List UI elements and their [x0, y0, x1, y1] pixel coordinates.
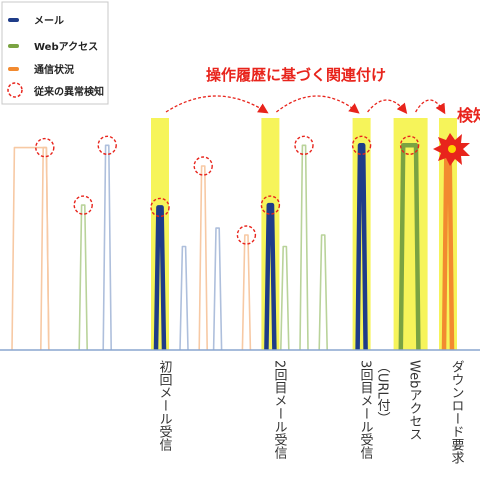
legend-label-web: Webアクセス — [34, 41, 98, 53]
event-label-first-mail: 初回メール受信 — [157, 360, 173, 451]
legend-swatch-anomaly — [7, 82, 23, 98]
spike-mail-13 — [355, 143, 368, 351]
anomaly-circle-3 — [97, 135, 117, 156]
spike-comm-8 — [241, 234, 252, 351]
relation-annotation-label: 操作履歴に基づく関連付け — [206, 66, 386, 84]
detection-alert: 検知 — [433, 106, 480, 166]
spike-web-12 — [318, 234, 328, 351]
spike-comm-6 — [198, 165, 208, 351]
spike-comm-1 — [40, 146, 50, 351]
relation-arrow-1 — [275, 95, 360, 114]
anomaly-circle-1 — [35, 137, 55, 158]
anomaly-circle-14 — [399, 135, 420, 156]
anomaly-circle-6 — [193, 156, 213, 176]
spike-web-11 — [299, 144, 309, 351]
legend-box — [1, 1, 109, 105]
legend-label-comm: 通信状況 — [34, 63, 74, 76]
highlight-bands — [151, 118, 457, 350]
event-label-download-request: ダウンロード要求 — [449, 360, 465, 464]
event-label-web-access: Webアクセス — [407, 360, 423, 441]
spike-mail-9 — [264, 202, 277, 351]
relation-arrows — [165, 95, 446, 115]
spike-web-14 — [398, 143, 421, 351]
relation-arrow-2 — [367, 99, 408, 115]
anomaly-circle-9 — [260, 195, 281, 215]
anomaly-circle-11 — [294, 135, 314, 156]
spike-mail-3 — [102, 144, 112, 351]
legend: メール Webアクセス 通信状況 従来の異常検知 — [1, 1, 109, 105]
relation-arrow-0 — [165, 95, 269, 114]
spike-web-10 — [280, 245, 290, 351]
anomaly-circle-4 — [150, 197, 170, 218]
anomaly-circle-13 — [351, 135, 372, 156]
relation-arrow-3 — [415, 99, 446, 115]
spike-mail-4 — [153, 205, 167, 351]
event-labels: 初回メール受信 2回目メール受信 3回目メール受信 （URL付） Webアクセス… — [157, 360, 465, 464]
event-label-third-mail: 3回目メール受信 — [358, 360, 374, 460]
highlight-band-14 — [393, 118, 428, 350]
spike-mail-5 — [179, 245, 189, 351]
anomaly-circles — [35, 135, 420, 245]
legend-label-anomaly: 従来の異常検知 — [33, 85, 104, 98]
spike-series — [11, 143, 455, 351]
event-label-url-note: （URL付） — [375, 360, 391, 425]
spike-web-2 — [78, 204, 88, 351]
detection-label: 検知 — [457, 106, 480, 125]
explosion-core — [448, 145, 456, 153]
anomaly-circle-2 — [73, 195, 93, 215]
event-label-second-mail: 2回目メール受信 — [272, 360, 288, 460]
spike-mail-7 — [212, 227, 223, 351]
anomaly-circle-8 — [236, 225, 257, 245]
legend-label-mail: メール — [34, 15, 64, 27]
